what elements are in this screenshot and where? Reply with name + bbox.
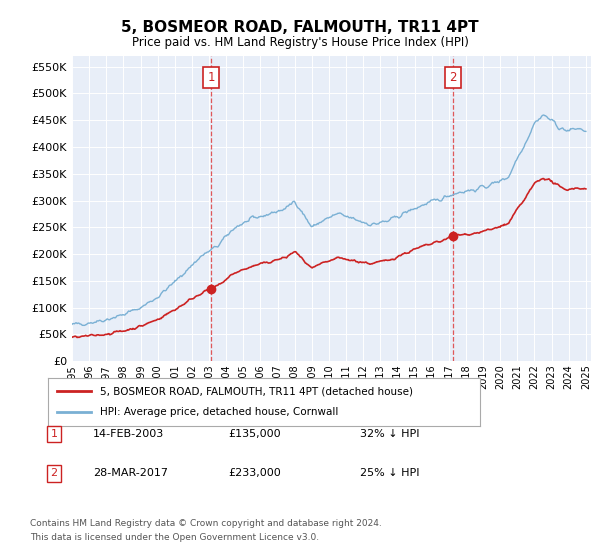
Text: 32% ↓ HPI: 32% ↓ HPI xyxy=(360,429,419,439)
Text: £233,000: £233,000 xyxy=(228,468,281,478)
Text: This data is licensed under the Open Government Licence v3.0.: This data is licensed under the Open Gov… xyxy=(30,533,319,542)
Text: Price paid vs. HM Land Registry's House Price Index (HPI): Price paid vs. HM Land Registry's House … xyxy=(131,36,469,49)
Text: 2: 2 xyxy=(50,468,58,478)
Text: 28-MAR-2017: 28-MAR-2017 xyxy=(93,468,168,478)
Text: 1: 1 xyxy=(208,71,215,84)
Text: 14-FEB-2003: 14-FEB-2003 xyxy=(93,429,164,439)
Text: 25% ↓ HPI: 25% ↓ HPI xyxy=(360,468,419,478)
Text: 5, BOSMEOR ROAD, FALMOUTH, TR11 4PT: 5, BOSMEOR ROAD, FALMOUTH, TR11 4PT xyxy=(121,20,479,35)
Text: 5, BOSMEOR ROAD, FALMOUTH, TR11 4PT (detached house): 5, BOSMEOR ROAD, FALMOUTH, TR11 4PT (det… xyxy=(100,386,413,396)
Text: HPI: Average price, detached house, Cornwall: HPI: Average price, detached house, Corn… xyxy=(100,407,338,417)
Text: £135,000: £135,000 xyxy=(228,429,281,439)
Text: 1: 1 xyxy=(50,429,58,439)
Text: Contains HM Land Registry data © Crown copyright and database right 2024.: Contains HM Land Registry data © Crown c… xyxy=(30,519,382,528)
Text: 2: 2 xyxy=(449,71,457,84)
